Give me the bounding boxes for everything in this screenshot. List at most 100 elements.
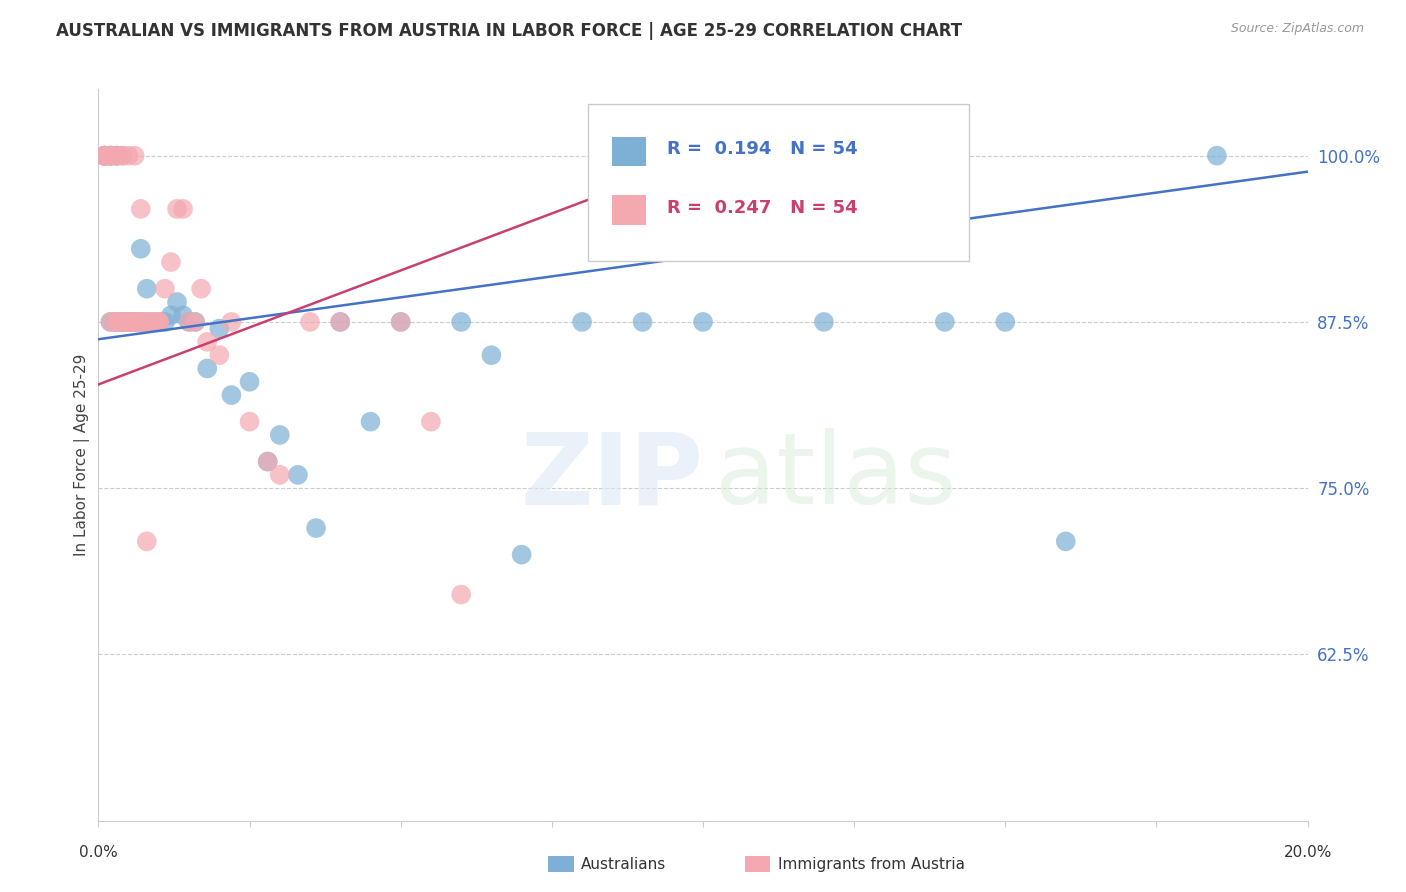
Point <box>1054 534 1077 549</box>
Point <box>111 315 134 329</box>
Point <box>135 315 157 329</box>
Point <box>329 315 352 329</box>
Point <box>571 315 593 329</box>
Point <box>105 149 128 163</box>
Point <box>105 315 128 329</box>
Point <box>111 315 134 329</box>
Point <box>148 315 170 329</box>
Point <box>105 315 128 329</box>
Text: 20.0%: 20.0% <box>1284 845 1331 860</box>
Point <box>419 415 441 429</box>
Point <box>148 315 170 329</box>
Point <box>450 588 472 602</box>
Point <box>100 149 122 163</box>
Point <box>93 149 115 163</box>
Text: ZIP: ZIP <box>520 428 703 525</box>
Point <box>129 242 152 256</box>
Point <box>93 149 115 163</box>
Text: AUSTRALIAN VS IMMIGRANTS FROM AUSTRIA IN LABOR FORCE | AGE 25-29 CORRELATION CHA: AUSTRALIAN VS IMMIGRANTS FROM AUSTRIA IN… <box>56 22 962 40</box>
Point <box>1206 149 1229 163</box>
Text: Australians: Australians <box>581 857 666 871</box>
Point <box>177 315 201 329</box>
Point <box>118 315 141 329</box>
Point <box>934 315 956 329</box>
Point <box>360 415 382 429</box>
Point <box>269 428 291 442</box>
FancyBboxPatch shape <box>588 103 969 261</box>
Text: R =  0.194   N = 54: R = 0.194 N = 54 <box>666 140 858 158</box>
Point <box>118 315 141 329</box>
Point <box>100 149 122 163</box>
Point <box>118 315 141 329</box>
Point <box>100 315 122 329</box>
Point <box>239 375 262 389</box>
Text: Immigrants from Austria: Immigrants from Austria <box>778 857 965 871</box>
Text: Source: ZipAtlas.com: Source: ZipAtlas.com <box>1230 22 1364 36</box>
Point <box>93 149 115 163</box>
Text: atlas: atlas <box>716 428 956 525</box>
Point <box>105 315 128 329</box>
Point <box>813 315 835 329</box>
Point <box>105 149 128 163</box>
Point <box>118 149 141 163</box>
Point <box>124 315 146 329</box>
Point <box>184 315 207 329</box>
Point <box>105 315 128 329</box>
Point <box>124 315 146 329</box>
Point <box>221 388 243 402</box>
Point <box>129 315 152 329</box>
Point <box>105 315 128 329</box>
Point <box>93 149 115 163</box>
Point <box>208 348 231 362</box>
Point <box>111 315 134 329</box>
Point <box>195 361 218 376</box>
Point <box>129 315 152 329</box>
Point <box>329 315 352 329</box>
FancyBboxPatch shape <box>612 195 647 225</box>
Point <box>221 315 243 329</box>
Point <box>195 334 218 349</box>
Point <box>256 454 278 468</box>
Point <box>510 548 533 562</box>
Point <box>111 149 134 163</box>
Text: R =  0.247   N = 54: R = 0.247 N = 54 <box>666 199 858 217</box>
Point <box>111 149 134 163</box>
Point <box>111 315 134 329</box>
Point <box>389 315 412 329</box>
Point <box>124 315 146 329</box>
Point <box>93 149 115 163</box>
Point <box>481 348 503 362</box>
Point <box>142 315 165 329</box>
Text: 0.0%: 0.0% <box>79 845 118 860</box>
Point <box>256 454 278 468</box>
Point <box>100 149 122 163</box>
Point <box>153 282 176 296</box>
Point <box>93 149 115 163</box>
Point <box>129 315 152 329</box>
Point <box>160 255 183 269</box>
Point <box>389 315 412 329</box>
Point <box>142 315 165 329</box>
Point <box>299 315 322 329</box>
Point <box>208 321 231 335</box>
Point <box>148 315 170 329</box>
Point <box>305 521 328 535</box>
Point <box>124 149 146 163</box>
Point <box>166 202 188 216</box>
Point <box>100 149 122 163</box>
Point <box>105 149 128 163</box>
Point <box>994 315 1017 329</box>
Point <box>450 315 472 329</box>
Point <box>190 282 212 296</box>
Point <box>135 282 157 296</box>
Point <box>135 315 157 329</box>
Point <box>166 295 188 310</box>
Point <box>111 315 134 329</box>
Point <box>100 315 122 329</box>
Point <box>135 534 157 549</box>
Point <box>269 467 291 482</box>
Point <box>153 315 176 329</box>
Point <box>631 315 654 329</box>
Point <box>172 202 194 216</box>
Point <box>287 467 309 482</box>
